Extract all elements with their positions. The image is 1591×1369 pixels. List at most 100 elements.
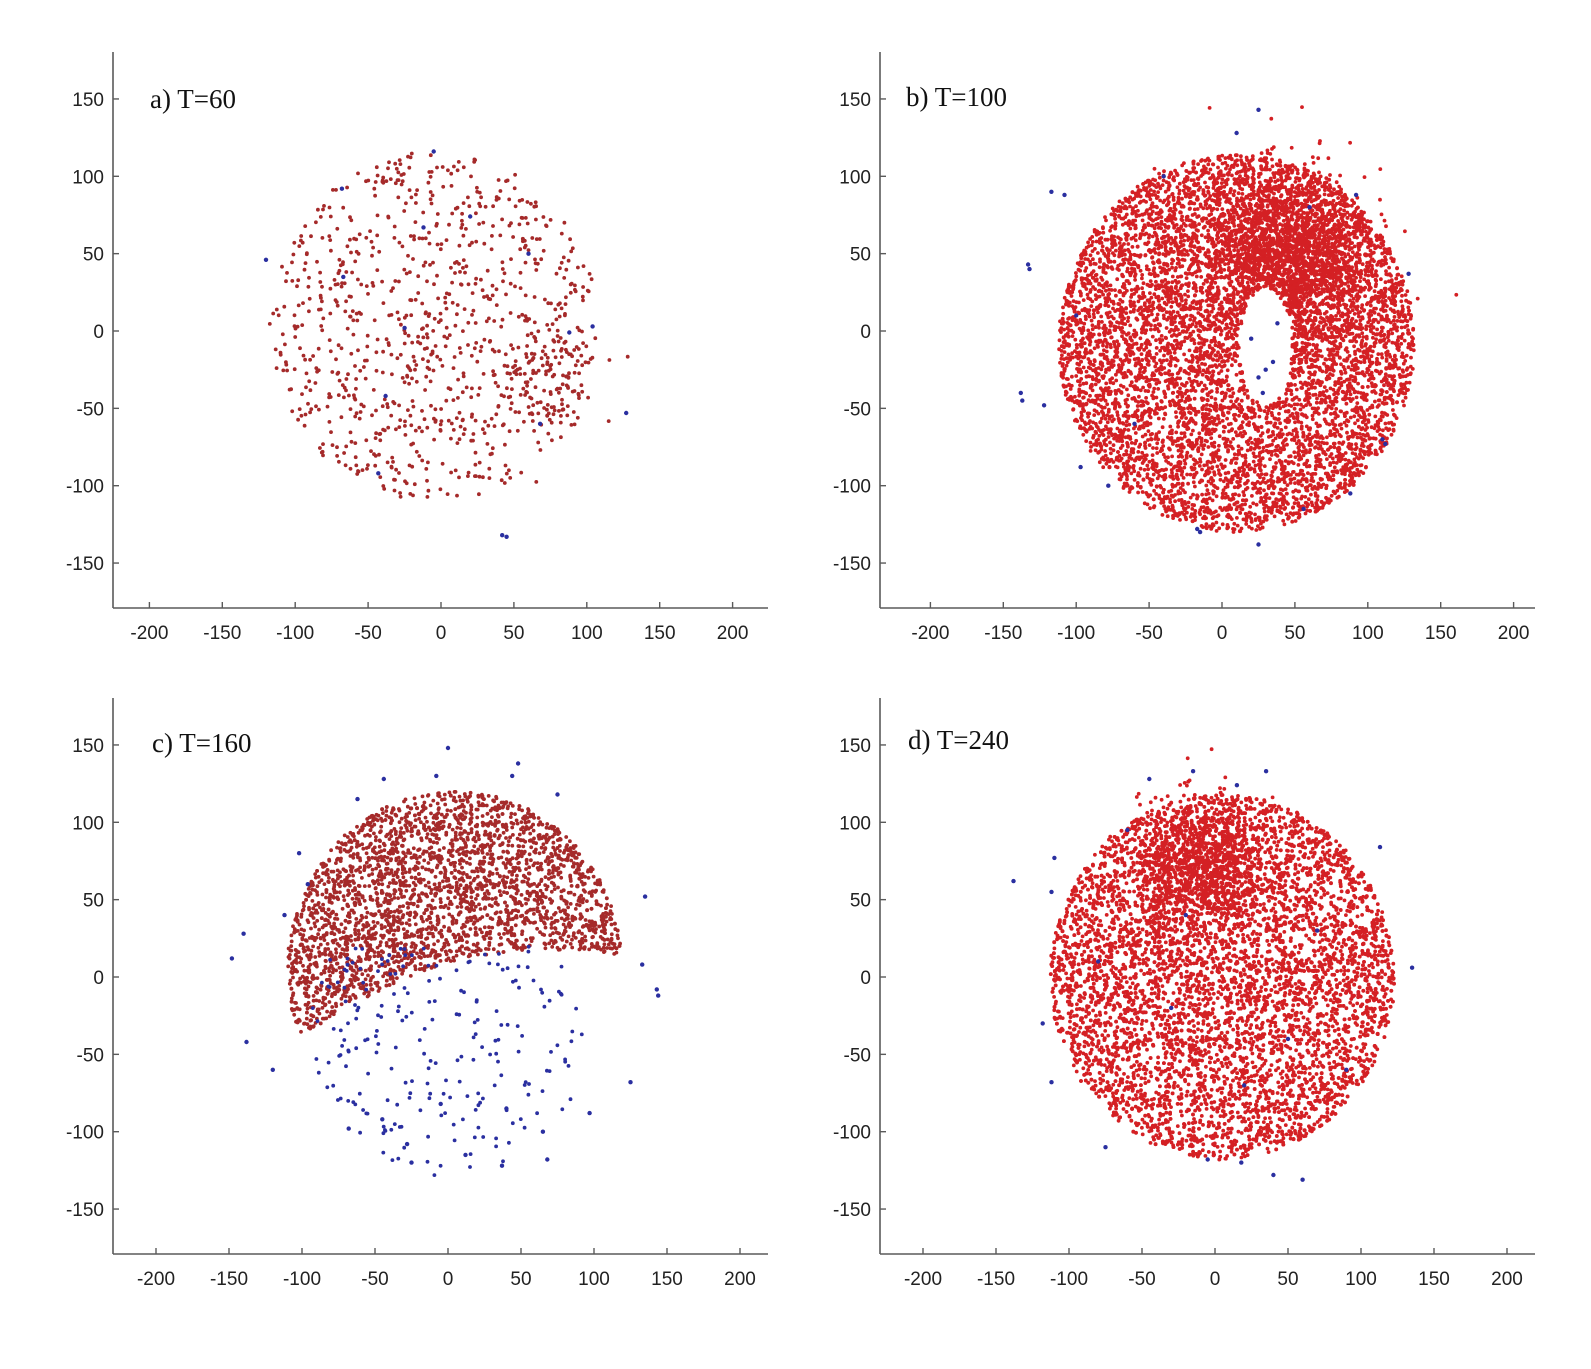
data-point bbox=[518, 270, 523, 275]
data-point bbox=[383, 393, 388, 399]
data-point bbox=[1258, 172, 1263, 176]
data-point bbox=[344, 270, 349, 274]
data-point bbox=[1148, 279, 1153, 283]
data-point bbox=[461, 432, 466, 436]
data-point bbox=[409, 151, 414, 156]
data-point bbox=[524, 355, 529, 359]
data-point bbox=[295, 284, 299, 289]
data-point bbox=[381, 301, 386, 305]
data-point bbox=[1263, 472, 1268, 477]
data-point bbox=[290, 260, 294, 265]
data-point bbox=[1336, 196, 1340, 200]
y-tick-label: 0 bbox=[93, 322, 104, 343]
data-point bbox=[1283, 425, 1288, 430]
data-point bbox=[413, 367, 417, 372]
data-point bbox=[408, 413, 413, 418]
x-tick-label: -100 bbox=[1057, 623, 1095, 644]
data-point bbox=[361, 404, 366, 409]
data-point bbox=[502, 271, 507, 276]
data-point bbox=[1239, 446, 1244, 451]
data-point bbox=[1401, 399, 1405, 404]
data-point bbox=[1145, 401, 1150, 406]
data-point bbox=[1344, 396, 1349, 401]
data-point bbox=[400, 179, 405, 184]
data-point bbox=[352, 236, 356, 241]
data-point bbox=[539, 257, 544, 262]
data-point bbox=[392, 224, 397, 229]
data-point bbox=[541, 215, 546, 219]
data-point bbox=[1278, 421, 1282, 426]
data-point bbox=[1162, 353, 1166, 358]
data-point bbox=[1403, 359, 1408, 363]
data-point bbox=[1365, 260, 1369, 265]
data-point bbox=[1209, 527, 1214, 531]
data-point bbox=[410, 340, 415, 345]
data-point bbox=[540, 363, 545, 368]
data-point bbox=[317, 307, 321, 312]
data-point bbox=[1132, 300, 1136, 305]
data-point bbox=[1292, 406, 1297, 411]
data-point bbox=[1245, 388, 1249, 393]
data-point bbox=[439, 419, 444, 423]
data-point bbox=[450, 211, 455, 216]
data-point bbox=[530, 236, 535, 240]
data-point bbox=[449, 470, 453, 475]
data-point bbox=[462, 427, 467, 432]
data-point bbox=[1066, 317, 1070, 321]
data-point bbox=[1205, 392, 1210, 396]
data-point bbox=[267, 322, 272, 326]
data-point bbox=[1356, 314, 1361, 319]
data-point bbox=[562, 220, 567, 225]
data-point bbox=[1266, 486, 1271, 491]
data-point bbox=[1360, 338, 1365, 343]
data-point bbox=[456, 377, 460, 382]
data-point bbox=[532, 429, 536, 433]
data-point bbox=[572, 348, 577, 352]
data-point bbox=[1337, 440, 1342, 445]
data-point bbox=[1200, 467, 1204, 472]
data-point bbox=[446, 418, 451, 423]
data-point bbox=[353, 455, 358, 460]
data-point bbox=[1219, 181, 1224, 186]
data-point bbox=[1403, 395, 1408, 400]
data-point bbox=[512, 186, 517, 191]
data-point bbox=[1126, 393, 1131, 398]
data-point bbox=[414, 201, 418, 205]
data-point bbox=[328, 238, 333, 243]
data-point bbox=[303, 261, 308, 265]
data-point bbox=[320, 236, 325, 240]
data-point bbox=[353, 414, 358, 419]
data-point bbox=[397, 158, 402, 163]
data-point bbox=[509, 257, 513, 261]
data-point bbox=[1192, 299, 1196, 303]
data-point bbox=[524, 389, 529, 394]
data-point bbox=[413, 297, 418, 302]
data-point bbox=[426, 314, 431, 318]
data-point bbox=[1191, 428, 1195, 433]
data-point bbox=[451, 428, 456, 432]
data-point bbox=[337, 459, 341, 464]
data-point bbox=[1088, 253, 1093, 258]
data-point bbox=[396, 170, 401, 175]
data-point bbox=[348, 314, 352, 319]
data-point bbox=[1274, 461, 1278, 465]
data-point bbox=[363, 376, 368, 381]
data-point bbox=[556, 339, 561, 344]
data-point bbox=[1373, 391, 1378, 395]
data-point bbox=[334, 357, 338, 362]
data-point bbox=[581, 298, 585, 303]
data-point bbox=[1148, 421, 1153, 426]
data-point bbox=[581, 264, 586, 268]
data-point bbox=[428, 153, 433, 158]
data-point bbox=[553, 355, 558, 360]
data-point bbox=[1108, 320, 1112, 325]
data-point bbox=[1208, 403, 1213, 408]
data-point bbox=[1237, 493, 1241, 498]
data-point bbox=[435, 165, 439, 170]
data-point bbox=[452, 355, 457, 359]
data-point bbox=[520, 236, 525, 241]
data-point bbox=[389, 413, 394, 418]
data-point bbox=[1162, 487, 1166, 492]
data-point bbox=[1114, 464, 1118, 469]
data-point bbox=[1379, 352, 1384, 357]
